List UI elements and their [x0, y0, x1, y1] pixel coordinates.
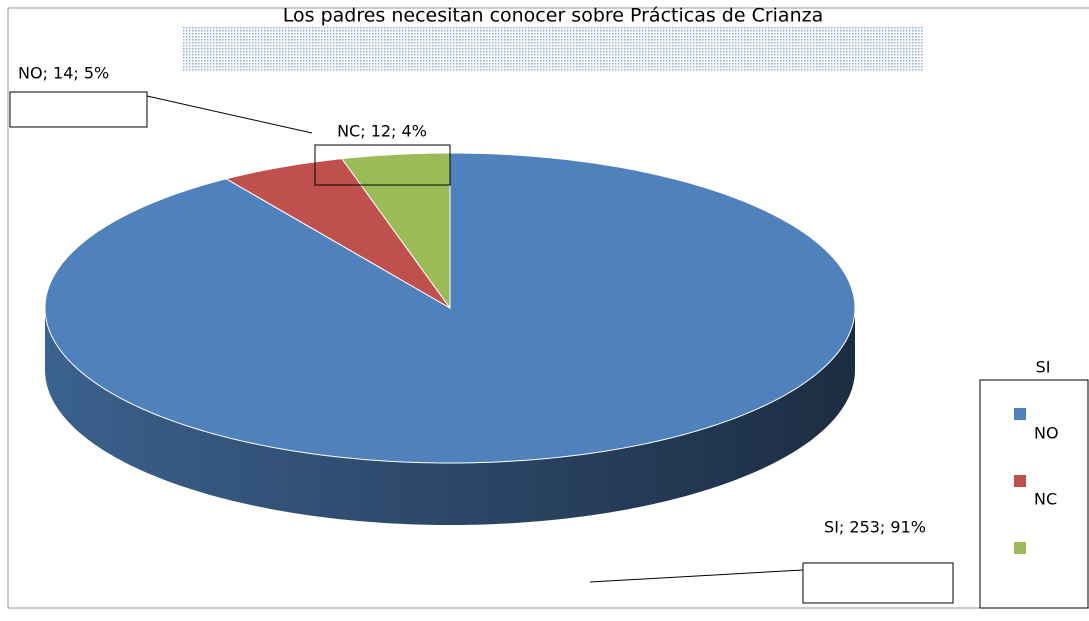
- leader-line: [589, 569, 804, 583]
- label-box: [9, 91, 148, 128]
- label-box: [802, 562, 954, 604]
- legend-swatch: [1014, 542, 1026, 554]
- legend-swatch: [1014, 408, 1026, 420]
- legend-box: [979, 379, 1089, 609]
- pie-slice: [340, 152, 451, 310]
- legend-label: SI: [1036, 358, 1051, 377]
- data-label: NC; 12; 4%: [337, 122, 427, 141]
- data-label: NO; 14; 5%: [18, 64, 109, 83]
- pie-slice: [224, 158, 451, 309]
- pie-side: [45, 308, 855, 525]
- chart-title: Los padres necesitan conocer sobre Práct…: [283, 5, 823, 27]
- legend-swatch: [1014, 475, 1026, 487]
- pie-slice: [44, 152, 856, 464]
- title-band: [183, 26, 923, 72]
- leader-line: [146, 95, 313, 134]
- legend-label: NO: [1034, 424, 1059, 443]
- label-box: [314, 144, 451, 186]
- data-label: SI; 253; 91%: [824, 518, 926, 537]
- legend-label: NC: [1034, 490, 1057, 509]
